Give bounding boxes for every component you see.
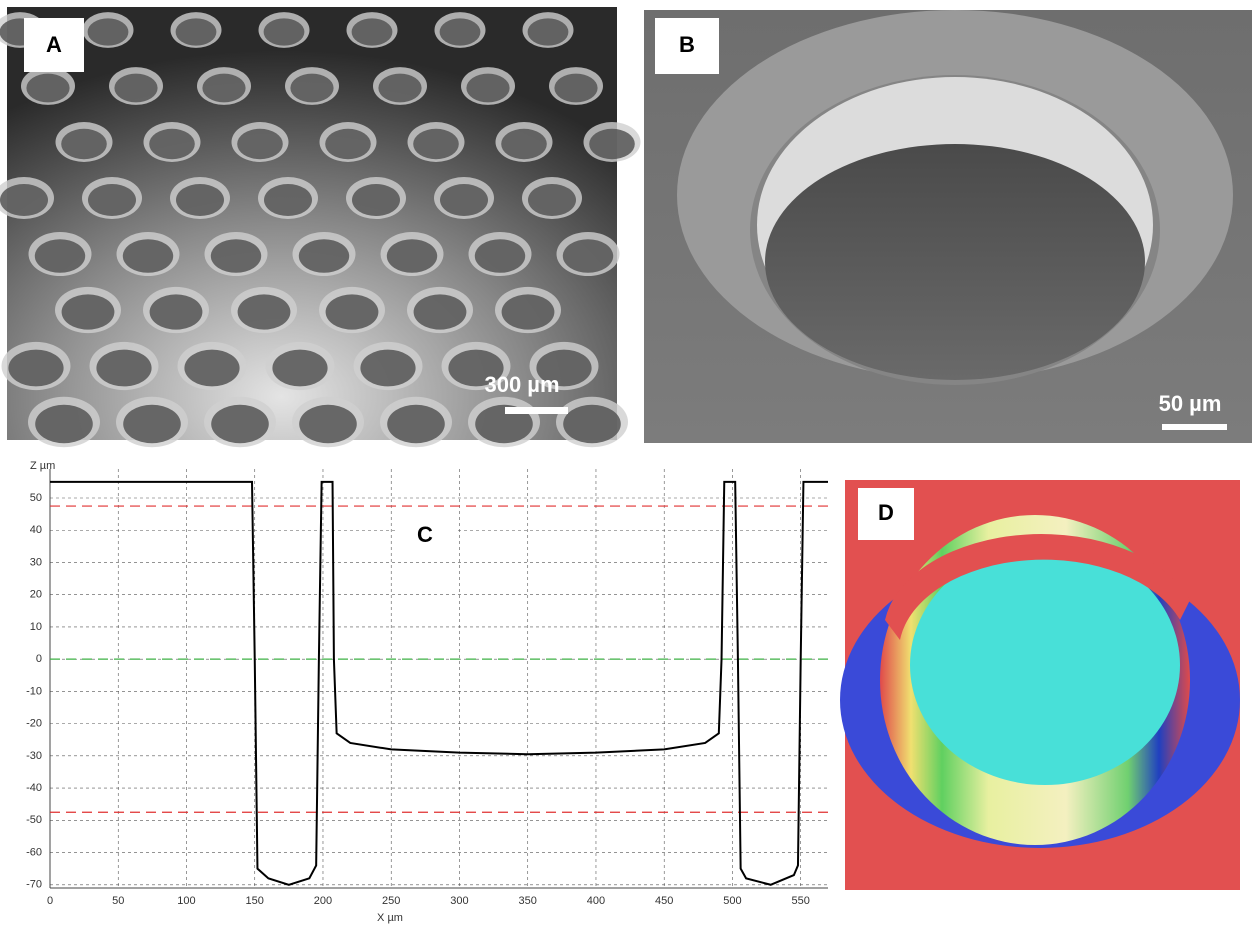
- well: [528, 18, 569, 45]
- x-tick-label: 400: [587, 895, 605, 907]
- x-tick-label: 0: [47, 895, 53, 907]
- well: [299, 239, 349, 273]
- scale-bar-label: 50 µm: [1159, 391, 1222, 416]
- well: [290, 74, 333, 103]
- well: [123, 405, 181, 443]
- well: [413, 129, 459, 159]
- x-tick-label: 100: [177, 895, 195, 907]
- y-tick-label: 0: [36, 653, 42, 665]
- panel-label: C: [417, 522, 433, 547]
- well: [528, 184, 576, 216]
- well: [326, 294, 379, 329]
- x-tick-label: 200: [314, 895, 332, 907]
- x-tick-label: 500: [723, 895, 741, 907]
- well: [502, 294, 555, 329]
- well: [176, 18, 217, 45]
- well: [35, 239, 85, 273]
- well: [211, 239, 261, 273]
- well: [272, 350, 327, 387]
- well: [554, 74, 597, 103]
- y-tick-label: 20: [30, 589, 42, 601]
- well: [62, 294, 115, 329]
- well: [202, 74, 245, 103]
- well: [563, 239, 613, 273]
- x-axis-label: X µm: [377, 912, 403, 924]
- scale-bar: [505, 407, 568, 414]
- x-tick-label: 350: [519, 895, 537, 907]
- well: [378, 74, 421, 103]
- y-tick-label: -10: [26, 685, 42, 697]
- well: [184, 350, 239, 387]
- well: [414, 294, 467, 329]
- well: [88, 18, 129, 45]
- panel-b: B 50 µm: [644, 10, 1252, 443]
- y-tick-label: -60: [26, 846, 42, 858]
- x-tick-label: 450: [655, 895, 673, 907]
- panel-label: D: [878, 500, 894, 525]
- y-axis-label: Z µm: [30, 460, 55, 472]
- well: [61, 129, 107, 159]
- y-tick-label: -30: [26, 750, 42, 762]
- well: [440, 18, 481, 45]
- figure: A 300 µm B 50 µm 05010015020025030035040…: [0, 0, 1252, 926]
- well: [176, 184, 224, 216]
- scale-bar-label: 300 µm: [484, 372, 559, 397]
- panel-label: A: [46, 32, 62, 57]
- well: [589, 129, 635, 159]
- well: [387, 239, 437, 273]
- well: [360, 350, 415, 387]
- y-tick-label: -20: [26, 718, 42, 730]
- well: [123, 239, 173, 273]
- y-tick-label: -40: [26, 782, 42, 794]
- well: [264, 18, 305, 45]
- well: [26, 74, 69, 103]
- well: [238, 294, 291, 329]
- y-tick-label: -70: [26, 879, 42, 891]
- x-tick-label: 300: [450, 895, 468, 907]
- well: [475, 239, 525, 273]
- x-tick-label: 550: [792, 895, 810, 907]
- scale-bar: [1162, 424, 1227, 430]
- well: [114, 74, 157, 103]
- well: [8, 350, 63, 387]
- well: [299, 405, 357, 443]
- y-tick-label: -50: [26, 814, 42, 826]
- well-floor: [765, 144, 1145, 380]
- well: [149, 129, 195, 159]
- well: [563, 405, 621, 443]
- well: [237, 129, 283, 159]
- well: [352, 184, 400, 216]
- well: [325, 129, 371, 159]
- y-tick-label: 10: [30, 621, 42, 633]
- panel-a: A 300 µm: [0, 7, 641, 447]
- x-tick-label: 150: [246, 895, 264, 907]
- well: [150, 294, 203, 329]
- well: [211, 405, 269, 443]
- panel-d: D: [840, 480, 1240, 890]
- well: [264, 184, 312, 216]
- well: [466, 74, 509, 103]
- well: [501, 129, 547, 159]
- well: [35, 405, 93, 443]
- x-tick-label: 50: [112, 895, 124, 907]
- well: [0, 184, 48, 216]
- y-tick-label: 30: [30, 556, 42, 568]
- panel-label: B: [679, 32, 695, 57]
- well: [88, 184, 136, 216]
- well: [352, 18, 393, 45]
- y-tick-label: 50: [30, 492, 42, 504]
- well: [96, 350, 151, 387]
- well: [440, 184, 488, 216]
- well: [387, 405, 445, 443]
- x-tick-label: 250: [382, 895, 400, 907]
- y-tick-label: 40: [30, 524, 42, 536]
